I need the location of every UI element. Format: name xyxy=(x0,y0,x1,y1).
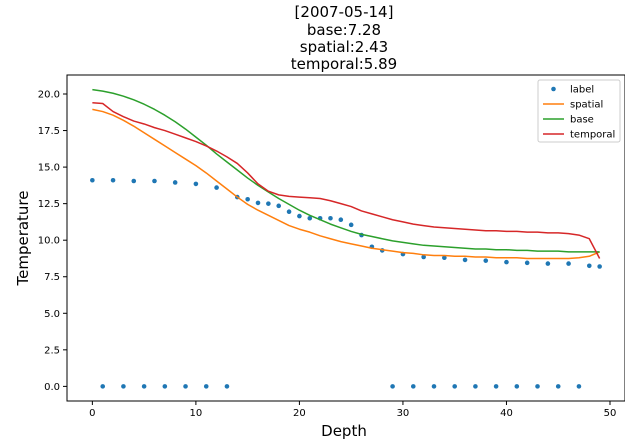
data-point-label xyxy=(535,384,540,389)
data-point-label xyxy=(442,255,447,261)
data-point-label xyxy=(110,177,116,183)
legend: label spatial base temporal xyxy=(537,79,621,143)
legend-swatch-label xyxy=(551,86,556,92)
data-point-label xyxy=(597,264,602,269)
y-tick-label: 2.5 xyxy=(44,345,60,356)
y-tick-label: 15.0 xyxy=(38,163,60,174)
data-point-label xyxy=(152,178,157,184)
y-tick-label: 17.5 xyxy=(38,126,60,137)
data-point-label xyxy=(555,384,561,389)
data-point-label xyxy=(245,196,250,202)
data-point-label xyxy=(348,222,354,228)
data-point-label xyxy=(183,384,188,389)
data-point-label xyxy=(473,384,478,389)
y-tick-label: 12.5 xyxy=(38,199,60,210)
data-point-label xyxy=(90,177,95,183)
title-line-4: temporal:5.89 xyxy=(291,55,397,73)
data-point-label xyxy=(286,209,292,214)
data-point-label xyxy=(203,384,209,389)
y-axis-label: Temperature xyxy=(14,190,32,286)
data-point-label xyxy=(504,259,509,265)
data-point-label xyxy=(524,260,530,266)
chart-title: [2007-05-14] base:7.28 spatial:2.43 temp… xyxy=(291,3,397,73)
data-point-label xyxy=(224,384,230,389)
data-point-label xyxy=(328,215,333,221)
data-point-label xyxy=(214,185,219,190)
legend-label-temporal: temporal xyxy=(570,130,615,141)
series-line-temporal xyxy=(92,102,601,259)
y-tick-label: 7.5 xyxy=(44,272,60,283)
data-point-label xyxy=(462,257,468,263)
data-point-label xyxy=(390,384,395,389)
x-tick-label: 30 xyxy=(397,408,410,419)
data-point-label xyxy=(131,178,137,184)
x-tick-label: 50 xyxy=(604,408,617,419)
data-point-label xyxy=(586,263,592,269)
legend-label-label: label xyxy=(570,85,594,96)
data-point-label xyxy=(545,261,551,266)
data-point-label xyxy=(297,213,302,219)
data-point-label xyxy=(193,181,199,187)
legend-label-spatial: spatial xyxy=(570,100,603,111)
data-point-label xyxy=(307,215,313,221)
data-point-label xyxy=(100,384,106,389)
y-tick-label: 10.0 xyxy=(38,236,60,247)
x-tick-label: 20 xyxy=(293,408,306,419)
data-point-label xyxy=(410,384,416,389)
plot-area xyxy=(90,88,602,389)
series-line-base xyxy=(92,88,600,253)
series-line-spatial xyxy=(92,108,600,260)
x-tick-label: 10 xyxy=(190,408,203,419)
data-point-label xyxy=(338,217,344,223)
x-axis-label: Depth xyxy=(321,422,367,440)
legend-box xyxy=(537,79,621,143)
data-point-label xyxy=(566,261,571,266)
data-point-label xyxy=(514,384,520,389)
x-tick-label: 0 xyxy=(89,408,95,419)
data-point-label xyxy=(483,258,489,263)
data-point-label xyxy=(452,384,458,389)
data-point-label xyxy=(162,384,168,389)
data-point-label xyxy=(431,384,437,389)
data-point-label xyxy=(576,384,582,389)
title-line-3: spatial:2.43 xyxy=(300,38,388,56)
data-point-label xyxy=(493,384,499,389)
title-line-1: [2007-05-14] xyxy=(295,3,394,21)
legend-label-base: base xyxy=(570,115,594,126)
data-point-label xyxy=(421,254,426,260)
x-tick-label: 40 xyxy=(500,408,513,419)
data-point-label xyxy=(121,384,126,389)
x-axis-ticks: 0 10 20 30 40 50 xyxy=(89,401,616,419)
plot-frame xyxy=(66,74,625,402)
data-point-label xyxy=(276,203,282,209)
data-point-label xyxy=(255,200,261,206)
y-tick-label: 0.0 xyxy=(44,382,60,393)
data-point-label xyxy=(172,180,178,185)
y-axis-ticks: 0.0 2.5 5.0 7.5 10.0 12.5 15.0 17.5 20.0 xyxy=(38,90,67,393)
data-point-label xyxy=(141,384,147,389)
data-point-label xyxy=(266,201,271,206)
y-tick-label: 5.0 xyxy=(44,309,60,320)
y-tick-label: 20.0 xyxy=(38,90,60,101)
title-line-2: base:7.28 xyxy=(307,21,381,39)
